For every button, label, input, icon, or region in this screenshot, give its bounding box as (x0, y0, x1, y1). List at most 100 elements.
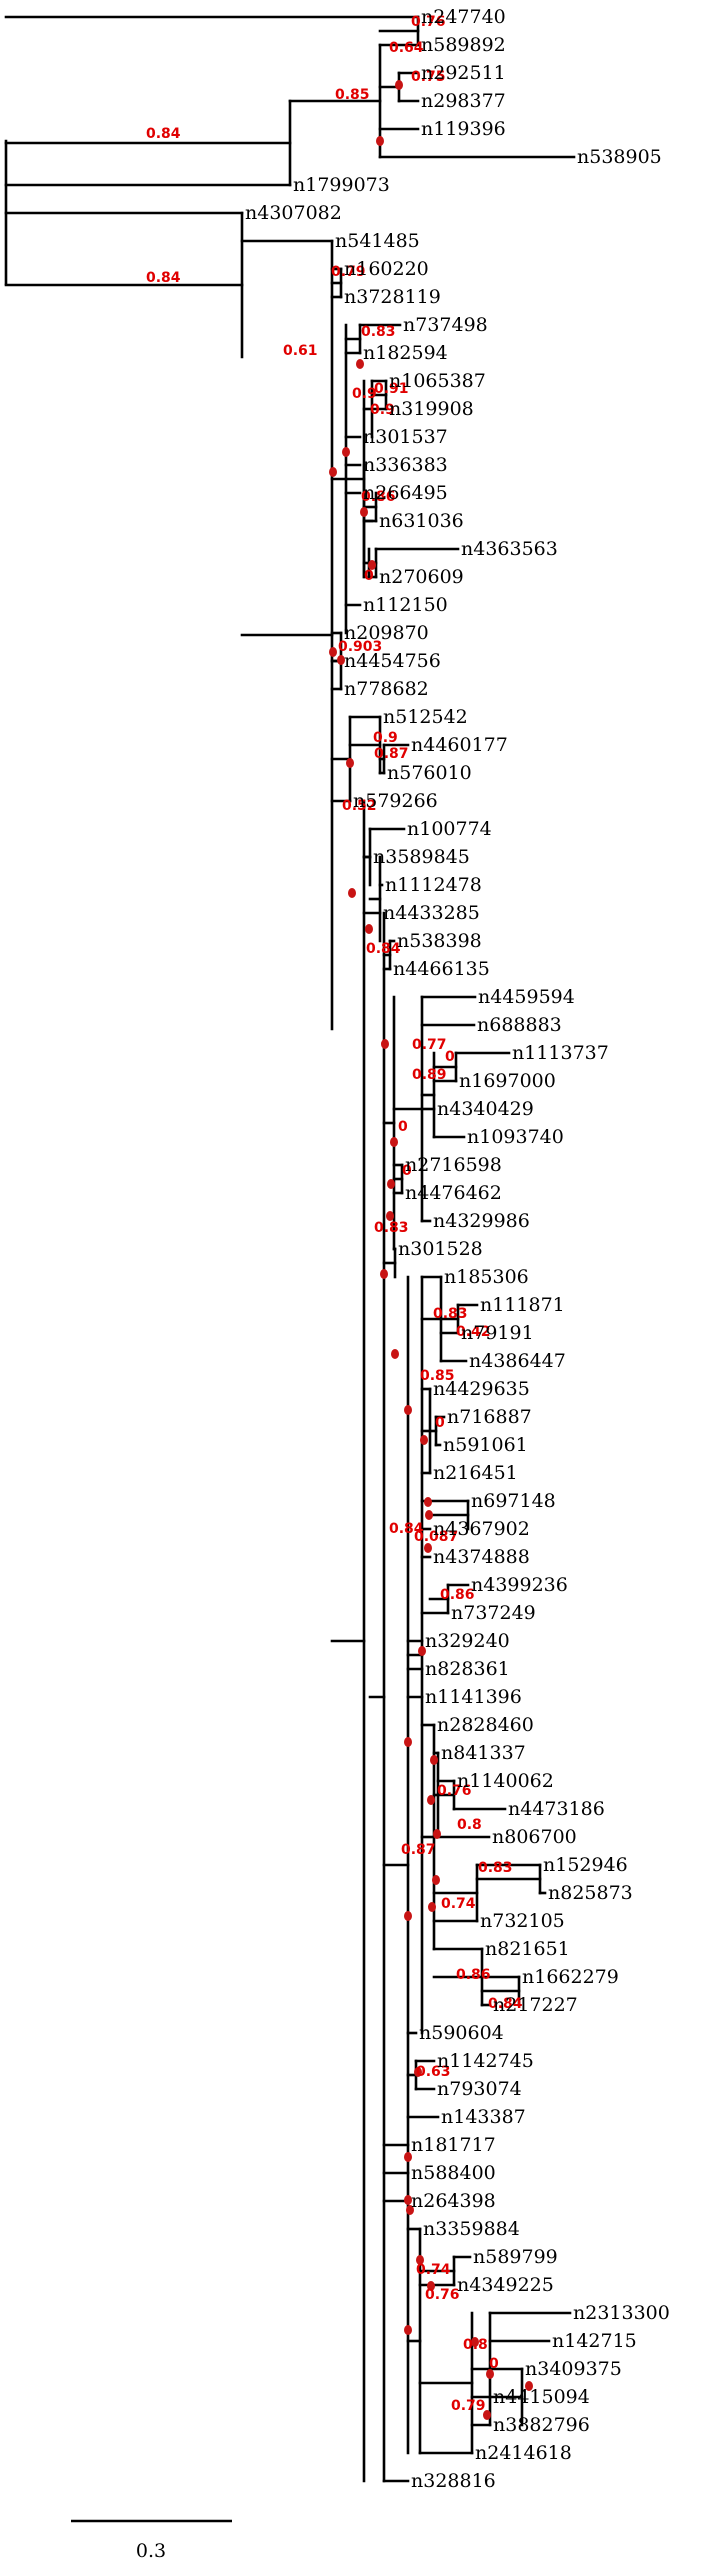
tree-branches (4, 15, 576, 2483)
support-value: 0.9 (370, 402, 395, 418)
support-value: 0.85 (335, 87, 370, 103)
support-value: 0.87 (401, 1842, 436, 1858)
leaf-labels: n247740 n589892 n292511 n298377 n119396 n5389… (245, 6, 670, 2492)
leaf-label: n301537 (363, 426, 448, 448)
leaf-label: n1141396 (425, 1686, 522, 1708)
leaf-label: n1093740 (467, 1126, 564, 1148)
leaf-label: n3359884 (423, 2218, 520, 2240)
support-value: 0.83 (433, 1306, 468, 1322)
leaf-label: n716887 (447, 1406, 532, 1428)
leaf-label: n828361 (425, 1658, 510, 1680)
node-marker (404, 1405, 412, 1415)
support-value: 0.84 (146, 270, 181, 286)
scale-bar-label: 0.3 (136, 2540, 166, 2562)
leaf-label: n4367902 (433, 1518, 530, 1540)
node-marker (391, 1349, 399, 1359)
leaf-label: n4415094 (493, 2386, 590, 2408)
node-marker (418, 1646, 426, 1656)
support-value: 0.79 (451, 2398, 486, 2414)
leaf-label: n1662279 (522, 1966, 619, 1988)
leaf-label: n793074 (437, 2078, 522, 2100)
support-value: 0 (402, 1163, 412, 1179)
leaf-label: n4340429 (437, 1098, 534, 1120)
leaf-label: n821651 (485, 1938, 570, 1960)
leaf-label: n301528 (398, 1238, 483, 1260)
leaf-label: n4429635 (433, 1378, 530, 1400)
leaf-label: n270609 (379, 566, 464, 588)
leaf-label: n4460177 (411, 734, 508, 756)
leaf-label: n100774 (407, 818, 492, 840)
leaf-label: n1697000 (459, 1070, 556, 1092)
support-value: 0.86 (361, 489, 396, 505)
leaf-label: n160220 (344, 258, 429, 280)
leaf-label: n4374888 (433, 1546, 530, 1568)
node-marker (386, 1211, 394, 1221)
leaf-label: n4307082 (245, 202, 342, 224)
leaf-label: n111871 (480, 1294, 565, 1316)
node-marker (430, 1755, 438, 1765)
support-value: 0.87 (374, 746, 409, 762)
node-marker (346, 758, 354, 768)
support-value: 0.9 (373, 730, 398, 746)
node-marker (486, 2369, 494, 2379)
support-value: 0.85 (420, 1368, 455, 1384)
node-marker (425, 1510, 433, 1520)
support-value: 0 (398, 1119, 408, 1135)
support-value: 0.64 (389, 40, 424, 56)
leaf-label: n541485 (335, 230, 420, 252)
support-value: 0.63 (416, 2064, 451, 2080)
leaf-label: n4329986 (433, 1210, 530, 1232)
node-marker (356, 359, 364, 369)
leaf-label: n588400 (411, 2162, 496, 2184)
leaf-label: n737498 (403, 314, 488, 336)
leaf-label: n1112478 (385, 874, 482, 896)
leaf-label: n631036 (379, 510, 464, 532)
node-marker (387, 1179, 395, 1189)
leaf-label: n590604 (419, 2022, 504, 2044)
leaf-label: n4386447 (469, 1350, 566, 1372)
support-value: 0.84 (146, 126, 181, 142)
support-value: 0 (489, 2356, 499, 2372)
support-value: 0 (364, 568, 374, 584)
support-value: 0.8 (463, 2337, 488, 2353)
node-markers (329, 80, 533, 2420)
leaf-label: n79191 (461, 1322, 534, 1344)
leaf-label: n247740 (421, 6, 506, 28)
leaf-label: n4363563 (461, 538, 558, 560)
leaf-label: n143387 (441, 2106, 526, 2128)
leaf-label: n737249 (451, 1602, 536, 1624)
support-value: 0.75 (411, 69, 446, 85)
node-marker (420, 1435, 428, 1445)
leaf-label: n512542 (383, 706, 468, 728)
node-marker (376, 136, 384, 146)
leaf-label: n3882796 (493, 2414, 590, 2436)
support-value: 0.76 (425, 2287, 460, 2303)
support-value: 0.83 (361, 324, 396, 340)
leaf-label: n264398 (411, 2190, 496, 2212)
node-marker (414, 2067, 422, 2077)
leaf-label: n4459594 (478, 986, 575, 1008)
leaf-label: n825873 (548, 1882, 633, 1904)
leaf-label: n329240 (425, 1630, 510, 1652)
node-marker (406, 2205, 414, 2215)
node-marker (380, 1269, 388, 1279)
node-marker (404, 1911, 412, 1921)
support-value: 0.77 (412, 1037, 447, 1053)
leaf-label: n4466135 (393, 958, 490, 980)
leaf-label: n732105 (480, 1910, 565, 1932)
node-marker (404, 2325, 412, 2335)
leaf-label: n1113737 (512, 1042, 609, 1064)
leaf-label: n1065387 (389, 370, 486, 392)
node-marker (428, 1902, 436, 1912)
leaf-label: n119396 (421, 118, 506, 140)
support-value: 0.74 (441, 1896, 476, 1912)
leaf-label: n591061 (443, 1434, 528, 1456)
leaf-label: n3728119 (344, 286, 441, 308)
node-marker (433, 1829, 441, 1839)
support-value: 0.86 (456, 1967, 491, 1983)
support-value: 0.89 (412, 1067, 447, 1083)
node-marker (360, 507, 368, 517)
leaf-label: n336383 (363, 454, 448, 476)
leaf-label: n1799073 (293, 174, 390, 196)
